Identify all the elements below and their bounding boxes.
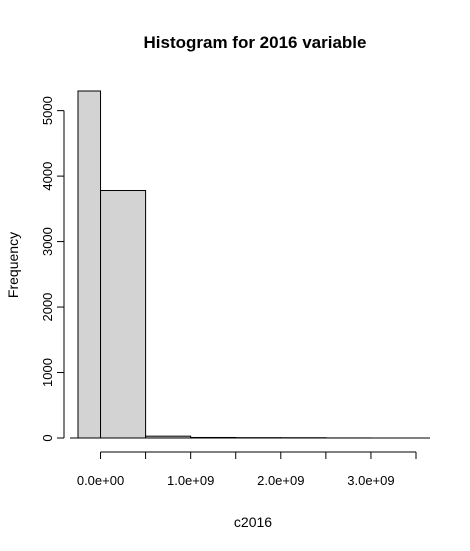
x-tick-label: 0.0e+00	[77, 473, 124, 488]
y-tick-label: 3000	[40, 227, 55, 256]
histogram-bar	[100, 190, 147, 439]
bars-group	[77, 90, 372, 439]
y-tick-label: 5000	[40, 96, 55, 125]
x-tick-label: 3.0e+09	[347, 473, 394, 488]
chart-title: Histogram for 2016 variable	[144, 33, 367, 52]
y-tick-label: 0	[40, 434, 55, 441]
y-axis: 0 1000 2000 3000 4000 5000	[40, 96, 65, 442]
x-axis: 0.0e+00 1.0e+09 2.0e+09 3.0e+09	[77, 451, 417, 488]
y-tick-label: 2000	[40, 293, 55, 322]
x-axis-label: c2016	[234, 514, 272, 530]
y-tick-label: 4000	[40, 162, 55, 191]
x-tick-label: 1.0e+09	[167, 473, 214, 488]
y-axis-label: Frequency	[5, 232, 21, 298]
histogram-bar	[77, 90, 102, 439]
x-tick-label: 2.0e+09	[257, 473, 304, 488]
y-tick-label: 1000	[40, 358, 55, 387]
